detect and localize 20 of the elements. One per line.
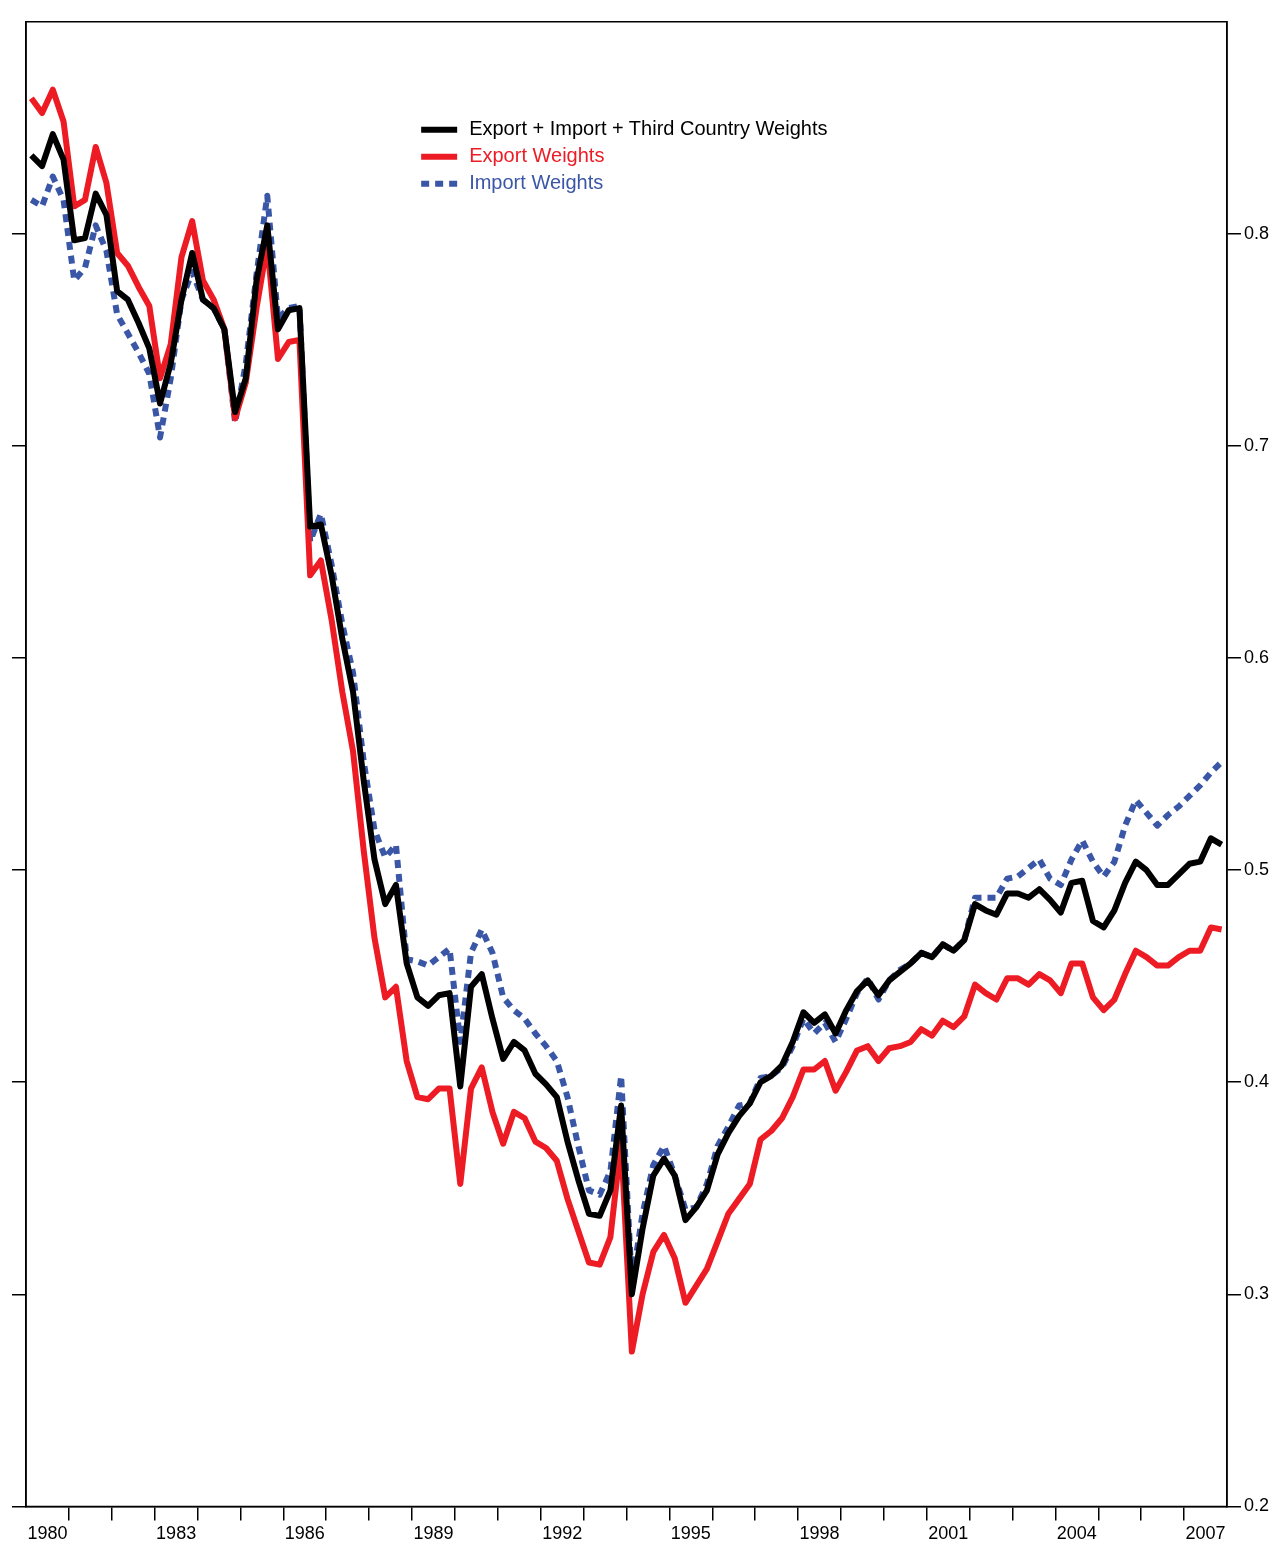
y-tick-label: 0.5	[1243, 859, 1270, 880]
x-tick-label: 1980	[27, 1523, 68, 1544]
x-tick-label: 1992	[542, 1523, 583, 1544]
x-tick-label: 1986	[284, 1523, 325, 1544]
x-tick-label: 2001	[928, 1523, 969, 1544]
y-tick-label: 0.6	[1243, 647, 1270, 668]
y-tick-label: 0.4	[1243, 1071, 1270, 1092]
x-tick-label: 1983	[156, 1523, 197, 1544]
y-tick-label: 0.8	[1243, 222, 1270, 243]
x-tick-label: 2004	[1056, 1523, 1097, 1544]
legend-label: Import Weights	[469, 171, 604, 194]
legend-label: Export Weights	[469, 144, 605, 167]
x-tick-label: 1995	[670, 1523, 711, 1544]
x-tick-label: 1989	[413, 1523, 454, 1544]
legend-label: Export + Import + Third Country Weights	[469, 117, 828, 140]
x-tick-label: 1998	[799, 1523, 840, 1544]
x-tick-label: 2007	[1185, 1523, 1226, 1544]
y-tick-label: 0.2	[1243, 1495, 1270, 1516]
y-tick-label: 0.7	[1243, 434, 1270, 455]
y-tick-label: 0.3	[1243, 1283, 1270, 1304]
